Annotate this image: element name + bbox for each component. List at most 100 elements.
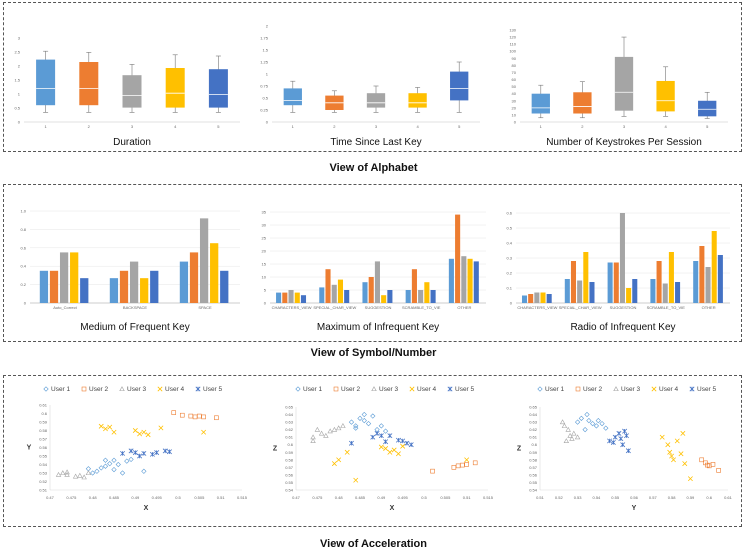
scatter-point: [665, 442, 671, 448]
scatter-point: [102, 457, 109, 463]
bar-ytick: 0.6: [506, 211, 512, 216]
scatter-ytick: 0.54: [529, 488, 538, 493]
scatter-y-label: Z: [273, 446, 278, 453]
box-ytick: 60: [512, 77, 517, 82]
bar-xtick: CHARACTERS_VIEW: [272, 305, 312, 310]
scatter-legend-label: User 3: [379, 386, 399, 393]
scatter-ytick: 0.59: [529, 450, 538, 455]
bar: [607, 262, 613, 303]
scatter-point: [348, 440, 354, 446]
scatter-point: [188, 413, 194, 419]
box-ytick: 90: [512, 56, 517, 61]
scatter-point: [387, 449, 393, 455]
section-title-alphabet: View of Alphabet: [329, 162, 418, 174]
box-ytick: 2: [18, 64, 21, 69]
scatter-point: [400, 443, 406, 449]
bar: [70, 252, 79, 303]
box-ytick: 3: [18, 36, 21, 41]
box-xtick: 5: [217, 124, 220, 129]
scatter-legend-label: User 2: [89, 386, 109, 393]
scatter-xtick: 0.505: [440, 495, 451, 500]
bar: [411, 269, 417, 303]
scatter-ytick: 0.59: [39, 420, 48, 425]
scatter-point: [678, 451, 684, 457]
scatter-xtick: 0.61: [724, 495, 733, 500]
box-chart-title: Time Since Last Key: [330, 137, 421, 148]
bar: [656, 261, 662, 303]
scatter-point: [55, 471, 62, 477]
box-body: [450, 71, 469, 101]
scatter-point: [687, 476, 693, 482]
scatter-ytick: 0.6: [287, 442, 293, 447]
box-ytick: 1.25: [260, 60, 269, 65]
bar: [448, 258, 454, 303]
bar: [300, 295, 307, 303]
bar: [693, 261, 699, 303]
scatter-ytick: 0.64: [529, 412, 538, 417]
bar: [564, 279, 570, 303]
bar-xtick: SUGGESTION: [610, 305, 637, 310]
bar: [711, 231, 717, 303]
bar-xtick: OTHER: [702, 305, 716, 310]
box-body: [36, 59, 56, 106]
scatter-xtick: 0.55: [611, 495, 620, 500]
scatter-ytick: 0.58: [39, 428, 48, 433]
scatter-y-label: Z: [517, 446, 522, 453]
box-ytick: 110: [510, 42, 517, 47]
box-chart-title: Number of Keystrokes Per Session: [546, 137, 702, 148]
scatter-point: [43, 386, 49, 392]
scatter-point: [670, 457, 676, 463]
box-ytick: 0: [266, 120, 269, 125]
box-body: [79, 62, 99, 106]
scatter-point: [674, 438, 680, 444]
scatter-legend-label: User 1: [545, 386, 565, 393]
bar-ytick: 1.0: [20, 209, 26, 214]
scatter-ytick: 0.56: [285, 472, 294, 477]
bar: [140, 278, 149, 303]
scatter-point: [578, 415, 584, 421]
bar: [577, 280, 583, 303]
bar: [473, 261, 479, 303]
scatter-point: [371, 386, 377, 392]
bar-ytick: 0.6: [20, 245, 26, 250]
scatter-xtick: 0.47: [292, 495, 301, 500]
bar: [109, 278, 119, 303]
scatter-point: [120, 450, 126, 456]
bar-ytick: 0.1: [506, 286, 512, 291]
scatter-point: [623, 433, 629, 439]
scatter-xtick: 0.515: [483, 495, 494, 500]
box-xtick: 1: [292, 124, 295, 129]
box-body: [165, 68, 185, 108]
bar: [455, 214, 461, 303]
scatter-xtick: 0.485: [109, 495, 120, 500]
scatter-point: [574, 419, 581, 425]
scatter-point: [607, 438, 613, 444]
bar: [632, 279, 638, 303]
bar: [705, 267, 711, 303]
scatter-point: [590, 420, 596, 427]
scatter-legend-label: User 3: [621, 386, 641, 393]
scatter-point: [460, 462, 465, 468]
scatter-point: [669, 453, 675, 459]
scatter-x-label: X: [390, 505, 395, 512]
scatter-ytick: 0.61: [529, 435, 538, 440]
scatter-point: [331, 461, 337, 467]
scatter-ytick: 0.56: [39, 445, 48, 450]
bar: [288, 290, 294, 303]
scatter-point: [575, 386, 581, 392]
scatter-point: [464, 457, 470, 463]
scatter-ytick: 0.53: [39, 471, 48, 476]
scatter-point: [612, 434, 618, 440]
scatter-legend-label: User 1: [303, 386, 323, 393]
scatter-ytick: 0.54: [39, 462, 48, 467]
scatter-point: [353, 477, 359, 483]
scatter-x-label: X: [144, 505, 149, 512]
scatter-point: [563, 438, 570, 444]
box-xtick: 5: [706, 124, 709, 129]
scatter-point: [382, 428, 389, 434]
bar-ytick: 0.3: [506, 256, 512, 261]
bar-ytick: 10: [262, 275, 267, 280]
scatter-point: [102, 426, 108, 432]
scatter-point: [361, 411, 367, 418]
scatter-point: [667, 449, 673, 455]
